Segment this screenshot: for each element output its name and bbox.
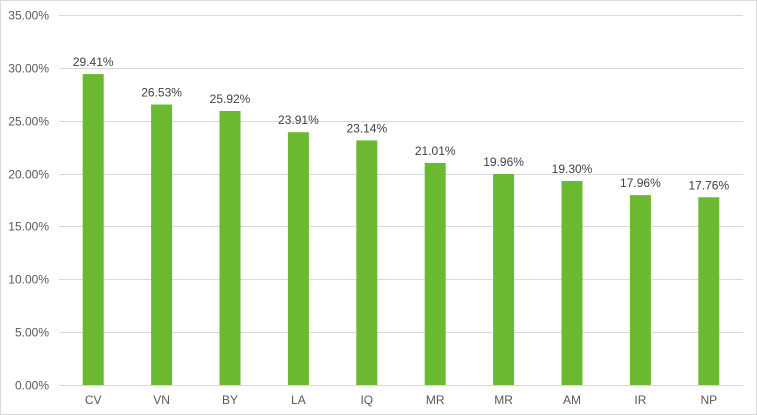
data-label: 23.91%: [278, 113, 319, 127]
y-tick-label: 10.00%: [8, 273, 49, 287]
data-label: 25.92%: [210, 92, 251, 106]
bar-mr: [424, 162, 446, 385]
y-tick-label: 0.00%: [15, 379, 49, 393]
x-tick-label: LA: [291, 393, 306, 407]
bar-by: [219, 110, 241, 385]
data-label: 17.76%: [688, 178, 729, 192]
y-tick-label: 30.00%: [8, 62, 49, 76]
x-tick-label: IR: [634, 393, 646, 407]
x-tick-label: CV: [85, 393, 102, 407]
y-tick-label: 5.00%: [15, 326, 49, 340]
bar-iq: [356, 140, 378, 385]
y-tick-label: 15.00%: [8, 220, 49, 234]
y-tick-label: 35.00%: [8, 9, 49, 23]
data-label: 19.96%: [483, 155, 524, 169]
data-label: 21.01%: [415, 144, 456, 158]
bar-ir: [629, 195, 651, 385]
data-label: 29.41%: [73, 55, 114, 69]
x-tick-label: NP: [700, 393, 717, 407]
bar-mr: [493, 173, 515, 385]
y-tick-label: 20.00%: [8, 168, 49, 182]
y-tick-label: 25.00%: [8, 115, 49, 129]
bar-la: [287, 132, 309, 385]
x-tick-label: VN: [153, 393, 170, 407]
x-tick-label: MR: [494, 393, 513, 407]
x-tick-label: AM: [563, 393, 581, 407]
bar-am: [561, 180, 583, 385]
bar-vn: [151, 104, 173, 385]
data-label: 26.53%: [141, 86, 182, 100]
bar-cv: [82, 74, 104, 385]
x-tick-label: MR: [426, 393, 445, 407]
data-label: 17.96%: [620, 176, 661, 190]
data-label: 23.14%: [346, 121, 387, 135]
x-tick-label: IQ: [360, 393, 373, 407]
data-label: 19.30%: [552, 162, 593, 176]
x-tick-label: BY: [222, 393, 238, 407]
bar-np: [698, 197, 720, 385]
